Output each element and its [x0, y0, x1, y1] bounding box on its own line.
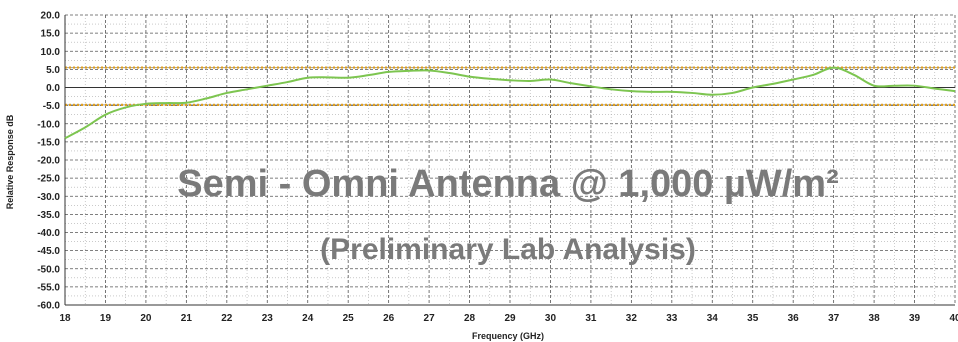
y-tick-label: -25.0 — [37, 174, 60, 185]
y-tick-label: -15.0 — [37, 137, 60, 148]
y-tick-label: -5.0 — [43, 101, 61, 112]
x-tick-label: 35 — [747, 313, 759, 324]
y-tick-label: -30.0 — [37, 192, 60, 203]
x-tick-label: 21 — [181, 313, 193, 324]
y-tick-label: -55.0 — [37, 282, 60, 293]
y-tick-label: -20.0 — [37, 156, 60, 167]
x-tick-label: 25 — [343, 313, 355, 324]
y-tick-label: -40.0 — [37, 228, 60, 239]
y-tick-label: -60.0 — [37, 301, 60, 312]
y-tick-label: 15.0 — [41, 29, 61, 40]
grid — [64, 14, 956, 306]
y-tick-label: -35.0 — [37, 210, 60, 221]
chart-title: Semi - Omni Antenna @ 1,000 µW/m² — [177, 163, 838, 205]
x-tick-label: 19 — [100, 313, 112, 324]
x-tick-label: 28 — [464, 313, 476, 324]
series-line — [64, 66, 956, 140]
x-tick-label: 29 — [504, 313, 516, 324]
y-tick-label: 5.0 — [46, 65, 60, 76]
x-tick-label: 22 — [221, 313, 233, 324]
x-tick-label: 20 — [140, 313, 152, 324]
x-tick-label: 38 — [869, 313, 881, 324]
x-tick-label: 33 — [666, 313, 678, 324]
x-tick-label: 23 — [262, 313, 274, 324]
x-axis-label: Frequency (GHz) — [472, 331, 544, 341]
x-tick-label: 26 — [383, 313, 395, 324]
y-tick-label: -45.0 — [37, 246, 60, 257]
x-tick-label: 36 — [788, 313, 800, 324]
x-tick-label: 24 — [302, 313, 314, 324]
axes — [64, 15, 955, 306]
x-tick-label: 18 — [59, 313, 71, 324]
y-tick-label: 10.0 — [41, 47, 61, 58]
y-tick-label: 0.0 — [46, 83, 60, 94]
series-layer — [64, 66, 956, 140]
chart-subtitle: (Preliminary Lab Analysis) — [320, 233, 696, 266]
x-tick-label: 32 — [626, 313, 638, 324]
x-tick-label: 40 — [949, 313, 958, 324]
y-tick-label: -10.0 — [37, 119, 60, 130]
x-tick-label: 37 — [828, 313, 840, 324]
y-axis-label: Relative Response dB — [5, 114, 15, 209]
x-tick-label: 30 — [545, 313, 557, 324]
reference-lines — [65, 66, 955, 107]
y-tick-label: -50.0 — [37, 264, 60, 275]
x-tick-label: 27 — [424, 313, 436, 324]
x-tick-label: 34 — [707, 313, 719, 324]
x-tick-label: 31 — [585, 313, 597, 324]
y-tick-label: 20.0 — [41, 11, 61, 22]
tick-labels: 20.0 15.0 10.0 5.0 0.0 -5.0 -10.0 -15.0 -20.0 -25… — [37, 11, 958, 325]
x-tick-label: 39 — [909, 313, 921, 324]
